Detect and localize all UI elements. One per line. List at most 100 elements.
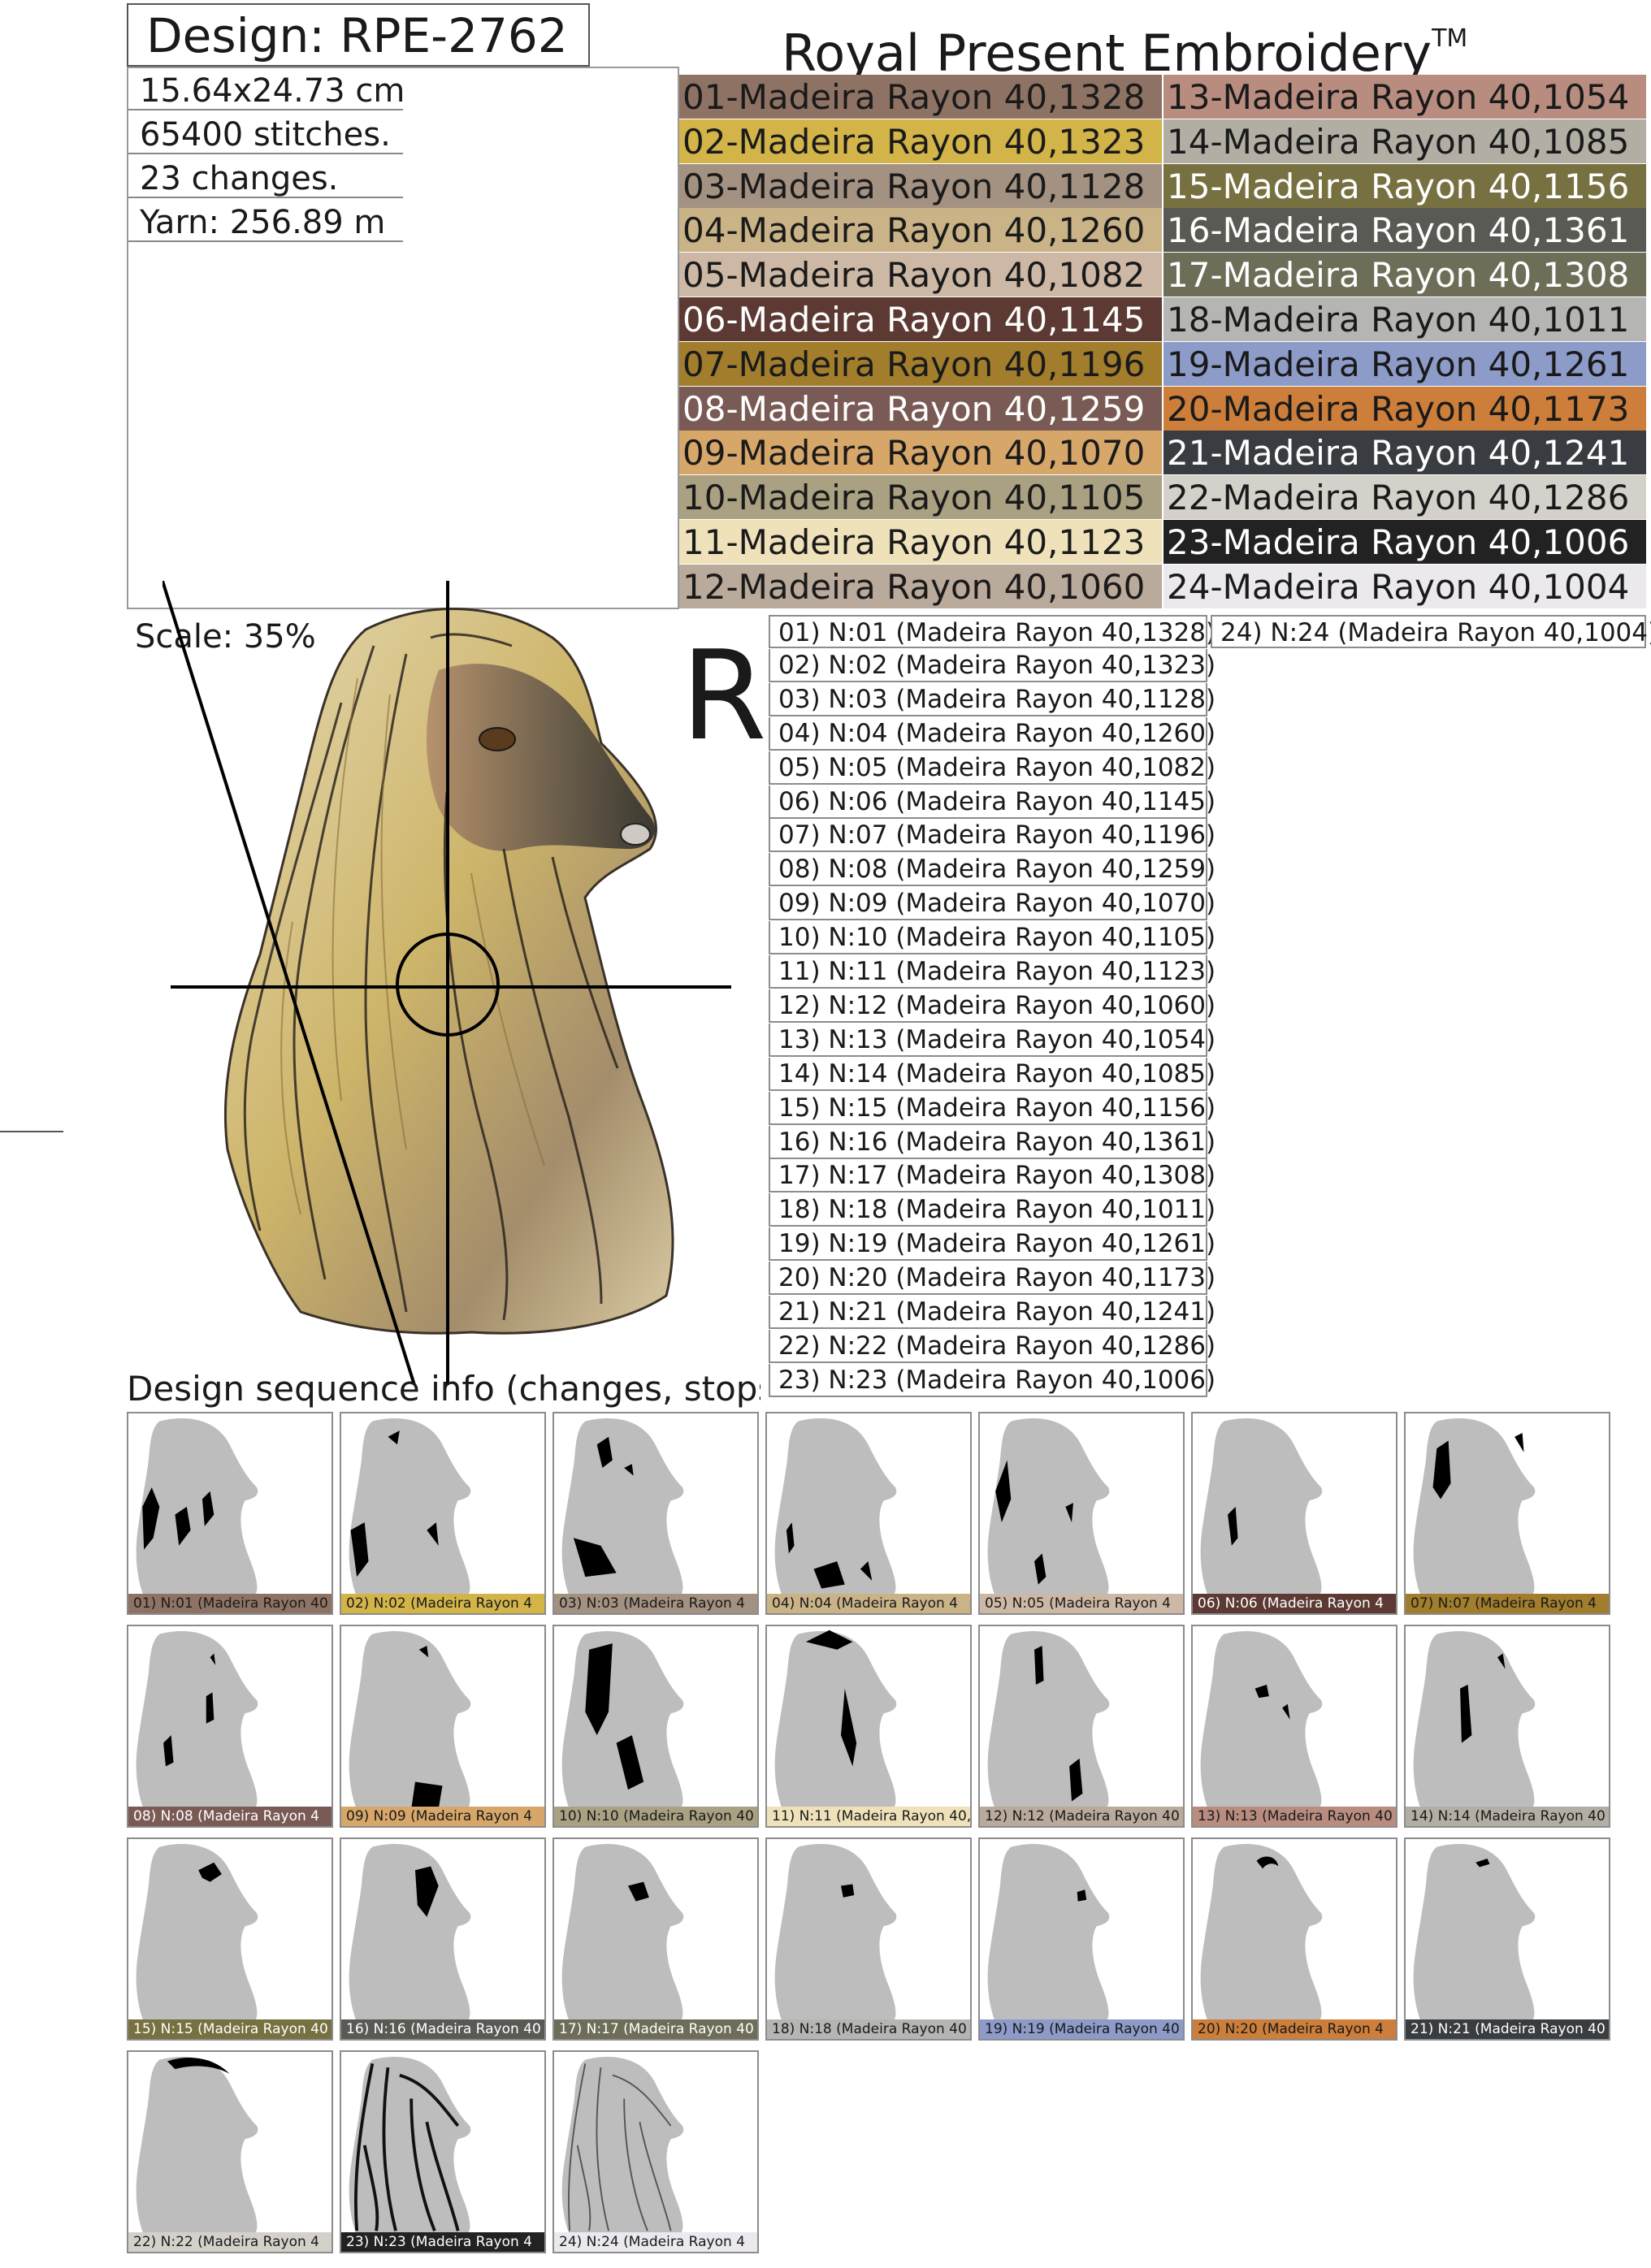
stitch-region — [840, 1884, 855, 1898]
sequence-thumbnail: 09) N:09 (Madeira Rayon 4 — [340, 1625, 546, 1828]
stitch-region — [163, 1653, 216, 1767]
sequence-thumbnail: 04) N:04 (Madeira Rayon 4 — [765, 1412, 972, 1615]
silhouette-shape — [561, 1630, 684, 1810]
thumbnail-silhouette — [561, 1418, 684, 1597]
silhouette-shape — [1413, 1630, 1536, 1810]
design-preview-image — [162, 581, 731, 1385]
sequence-list-item: 24) N:24 (Madeira Rayon 40,1004) — [1211, 615, 1651, 648]
thumbnail-caption: 18) N:18 (Madeira Rayon 40 — [767, 2019, 970, 2039]
sequence-thumbnail: 08) N:08 (Madeira Rayon 4 — [127, 1625, 333, 1828]
thread-swatch: 15-Madeira Rayon 40,1156 — [1164, 163, 1646, 208]
stitch-region — [1034, 1645, 1083, 1802]
thumbnail-caption: 20) N:20 (Madeira Rayon 4 — [1193, 2019, 1396, 2039]
registration-mark: R — [681, 624, 767, 768]
thumbnail-silhouette — [1413, 1843, 1536, 2023]
sequence-list-item: 20) N:20 (Madeira Rayon 40,1173) — [769, 1262, 1216, 1296]
eye-shape — [479, 727, 516, 751]
stitch-region — [627, 1881, 649, 1902]
thread-swatch: 05-Madeira Rayon 40,1082 — [679, 253, 1162, 297]
stitch-region — [805, 1630, 857, 1767]
sequence-thumbnail: 05) N:05 (Madeira Rayon 4 — [978, 1412, 1185, 1615]
sequence-list-item: 06) N:06 (Madeira Rayon 40,1145) — [769, 785, 1216, 819]
thumbnail-caption: 15) N:15 (Madeira Rayon 40 — [128, 2019, 332, 2039]
thumbnail-caption: 12) N:12 (Madeira Rayon 40 — [980, 1807, 1183, 1826]
thumbnail-caption: 07) N:07 (Madeira Rayon 4 — [1406, 1594, 1609, 1613]
stitch-region — [411, 1645, 443, 1810]
sequence-list-item: 07) N:07 (Madeira Rayon 40,1196) — [769, 819, 1216, 853]
silhouette-shape — [136, 1630, 258, 1810]
thread-swatch: 24-Madeira Rayon 40,1004 — [1164, 564, 1646, 608]
sequence-list-item: 16) N:16 (Madeira Rayon 40,1361) — [769, 1125, 1216, 1159]
thumbnail-silhouette — [349, 1418, 471, 1597]
sequence-info-title: Design sequence info (changes, stops — [127, 1369, 760, 1409]
thumbnail-silhouette — [1200, 1630, 1323, 1810]
sequence-thumbnail: 06) N:06 (Madeira Rayon 4 — [1191, 1412, 1398, 1615]
sequence-thumbnail: 22) N:22 (Madeira Rayon 4 — [127, 2050, 333, 2253]
muzzle-shape — [427, 664, 655, 851]
stitch-region — [573, 1436, 634, 1578]
thumbnail-silhouette — [561, 1630, 684, 1810]
sequence-list-item: 14) N:14 (Madeira Rayon 40,1085) — [769, 1057, 1216, 1091]
thumbnail-silhouette — [561, 2056, 684, 2236]
sequence-thumbnail: 23) N:23 (Madeira Rayon 4 — [340, 2050, 546, 2253]
crosshair-vertical-line — [446, 581, 449, 1385]
thumbnail-caption: 17) N:17 (Madeira Rayon 40 — [554, 2019, 757, 2039]
thumbnail-caption: 21) N:21 (Madeira Rayon 40 — [1406, 2019, 1609, 2039]
thumbnail-caption: 11) N:11 (Madeira Rayon 40, — [767, 1807, 970, 1826]
thumbnail-silhouette — [136, 1418, 258, 1597]
silhouette-shape — [987, 1630, 1110, 1810]
silhouette-shape — [136, 1843, 258, 2023]
stitch-region — [786, 1522, 873, 1589]
thread-swatch: 21-Madeira Rayon 40,1241 — [1164, 431, 1646, 475]
sequence-thumbnail: 14) N:14 (Madeira Rayon 40 — [1404, 1625, 1610, 1828]
thumbnail-caption: 23) N:23 (Madeira Rayon 4 — [341, 2232, 544, 2252]
thread-swatch: 03-Madeira Rayon 40,1128 — [679, 163, 1162, 208]
thread-swatch: 02-Madeira Rayon 40,1323 — [679, 119, 1162, 163]
silhouette-shape — [987, 1418, 1110, 1597]
trademark-mark: TM — [1432, 24, 1468, 53]
sequence-thumbnail: 07) N:07 (Madeira Rayon 4 — [1404, 1412, 1610, 1615]
thumbnail-caption: 16) N:16 (Madeira Rayon 40 — [341, 2019, 544, 2039]
thumbnail-caption: 08) N:08 (Madeira Rayon 4 — [128, 1807, 332, 1826]
thread-swatch: 12-Madeira Rayon 40,1060 — [679, 564, 1162, 608]
stitch-region — [995, 1460, 1073, 1585]
thread-swatch: 01-Madeira Rayon 40,1328 — [679, 75, 1162, 119]
sequence-list-item: 18) N:18 (Madeira Rayon 40,1011) — [769, 1193, 1216, 1227]
thumbnail-silhouette — [349, 2056, 471, 2236]
silhouette-shape — [774, 1418, 897, 1597]
silhouette-shape — [349, 1843, 471, 2023]
sequence-list-item: 12) N:12 (Madeira Rayon 40,1060) — [769, 989, 1216, 1023]
thread-swatch: 14-Madeira Rayon 40,1085 — [1164, 119, 1646, 163]
silhouette-shape — [561, 1843, 684, 2023]
stitch-region — [198, 1862, 222, 1882]
thumbnail-caption: 14) N:14 (Madeira Rayon 40 — [1406, 1807, 1609, 1826]
thumbnail-silhouette — [136, 1843, 258, 2023]
stitch-count: 65400 stitches. — [128, 112, 403, 154]
thread-swatch: 09-Madeira Rayon 40,1070 — [679, 431, 1162, 475]
yarn-length: Yarn: 256.89 m — [128, 200, 403, 242]
sequence-list-item: 01) N:01 (Madeira Rayon 40,1328) — [769, 615, 1216, 648]
thumbnail-silhouette — [136, 2056, 258, 2236]
thumbnail-caption: 10) N:10 (Madeira Rayon 40 — [554, 1807, 757, 1826]
edge-marker — [0, 1131, 63, 1132]
sequence-thumbnail: 02) N:02 (Madeira Rayon 4 — [340, 1412, 546, 1615]
silhouette-shape — [774, 1630, 897, 1810]
design-id-text: Design: RPE-2762 — [146, 8, 568, 63]
sequence-thumbnail: 01) N:01 (Madeira Rayon 40 — [127, 1412, 333, 1615]
thumbnail-silhouette — [987, 1630, 1110, 1810]
nose-shape — [620, 823, 651, 846]
sequence-thumbnail: 17) N:17 (Madeira Rayon 40 — [552, 1837, 759, 2041]
stitch-region — [167, 2057, 230, 2074]
thread-swatch: 13-Madeira Rayon 40,1054 — [1164, 75, 1646, 119]
sequence-list-item: 21) N:21 (Madeira Rayon 40,1241) — [769, 1296, 1216, 1329]
thumbnail-silhouette — [561, 1843, 684, 2023]
scale-label: Scale: 35% — [135, 618, 316, 656]
thumbnail-silhouette — [987, 1843, 1110, 2023]
thumbnail-caption: 09) N:09 (Madeira Rayon 4 — [341, 1807, 544, 1826]
thread-swatch: 22-Madeira Rayon 40,1286 — [1164, 475, 1646, 520]
stitch-region — [1476, 1858, 1490, 1868]
brand-title: Royal Present EmbroideryTM — [782, 6, 1467, 86]
silhouette-shape — [1200, 1418, 1323, 1597]
thumbnail-caption: 19) N:19 (Madeira Rayon 40 — [980, 2019, 1183, 2039]
stitch-region — [142, 1487, 214, 1550]
